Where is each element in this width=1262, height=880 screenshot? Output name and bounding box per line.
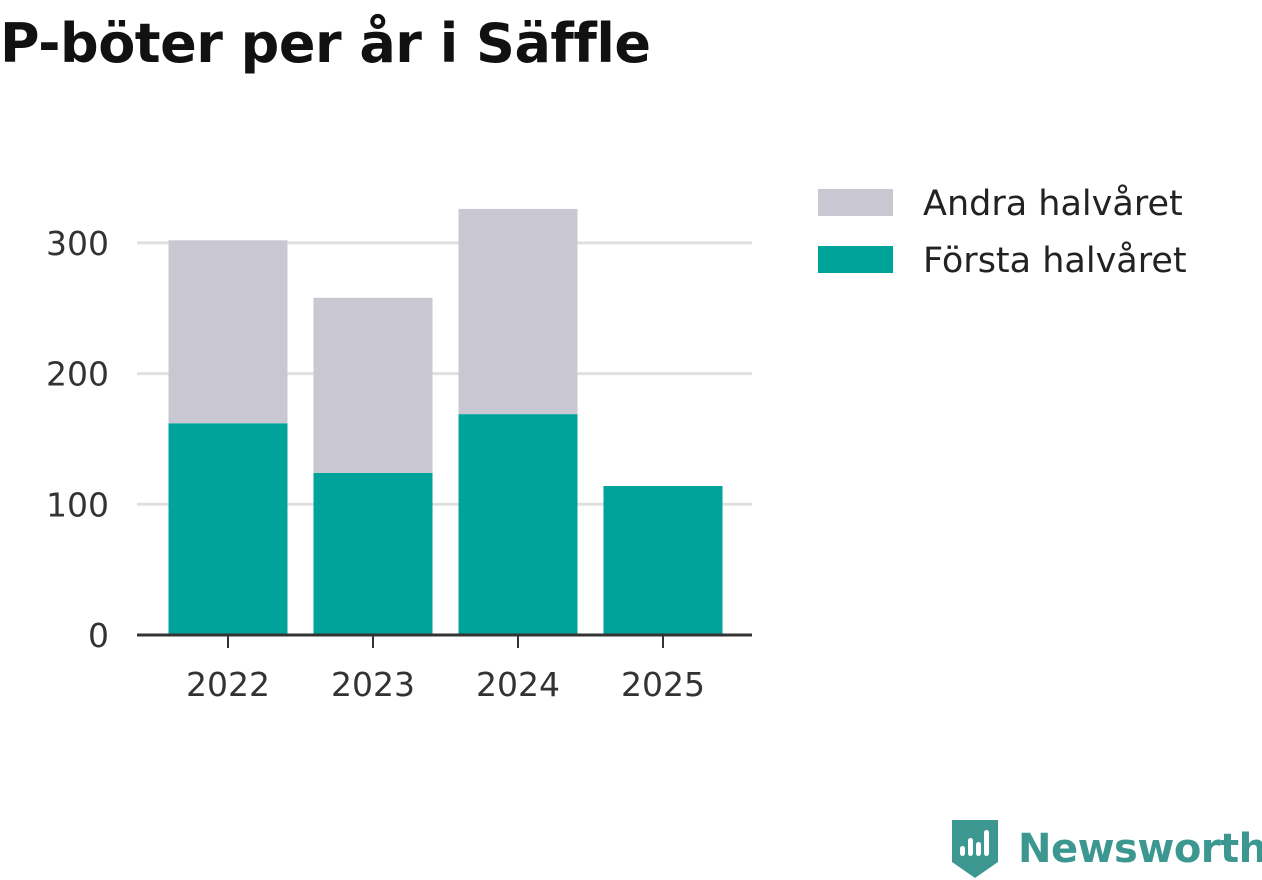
bar-forsta-2023 (313, 472, 433, 635)
legend-label-andra: Andra halvåret (923, 183, 1183, 224)
legend-swatch-andra (818, 189, 893, 216)
x-tick-label-2025: 2025 (621, 665, 705, 704)
newsworthy-logo: Newsworthy (950, 818, 1262, 880)
x-tick-label-2023: 2023 (331, 665, 415, 704)
legend-swatch-forsta (818, 246, 893, 273)
bar-forsta-2025 (603, 486, 723, 635)
bar-forsta-2022 (168, 423, 288, 635)
newsworthy-logo-icon (952, 820, 998, 878)
chart-title: P-böter per år i Säffle (0, 12, 651, 75)
x-tick-label-2024: 2024 (476, 665, 560, 704)
y-tick-label-100: 100 (46, 485, 109, 524)
legend-label-forsta: Första halvåret (923, 240, 1187, 281)
y-tick-label-0: 0 (88, 616, 109, 655)
x-tick-label-2022: 2022 (186, 665, 270, 704)
bar-forsta-2024 (458, 414, 578, 635)
bar-andra-2024 (458, 208, 578, 415)
bar-andra-2022 (168, 240, 288, 424)
y-tick-label-300: 300 (46, 224, 109, 263)
y-tick-label-200: 200 (46, 355, 109, 394)
bar-andra-2023 (313, 297, 433, 473)
newsworthy-logo-text: Newsworthy (1018, 826, 1262, 872)
